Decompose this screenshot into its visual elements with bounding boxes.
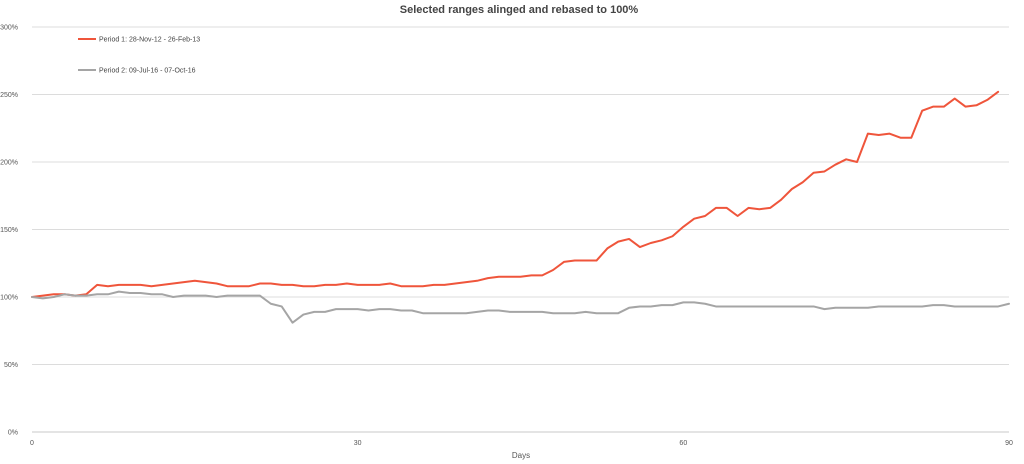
legend-label-1: Period 1: 28-Nov-12 - 26-Feb-13 xyxy=(99,37,200,44)
y-tick-label: 150% xyxy=(0,227,18,234)
x-tick-label: 60 xyxy=(679,440,687,447)
x-tick-label: 0 xyxy=(30,440,34,447)
gridlines xyxy=(32,26,1009,365)
legend: Period 1: 28-Nov-12 - 26-Feb-13 Period 2:… xyxy=(78,37,200,75)
series-line-1 xyxy=(31,90,1000,298)
y-tick-label: 250% xyxy=(0,92,18,99)
y-tick-label: 100% xyxy=(0,295,18,302)
chart-title: Selected ranges alinged and rebased to 1… xyxy=(400,4,639,16)
y-tick-label: 50% xyxy=(4,362,18,369)
y-tick-label: 0% xyxy=(8,430,18,437)
x-tick-label: 90 xyxy=(1005,440,1013,447)
legend-label-2: Period 2: 09-Jul-16 - 07-Oct-16 xyxy=(99,68,196,75)
x-axis-label: Days xyxy=(512,451,530,460)
x-tick-label: 30 xyxy=(354,440,362,447)
y-tick-label: 200% xyxy=(0,160,18,167)
axes: 0% 50% 100% 150% 200% 250% 300% 0 30 60 90 xyxy=(0,25,1013,448)
series-lines xyxy=(31,90,1010,324)
y-tick-label: 300% xyxy=(0,25,18,32)
series-line-2 xyxy=(31,290,1010,324)
